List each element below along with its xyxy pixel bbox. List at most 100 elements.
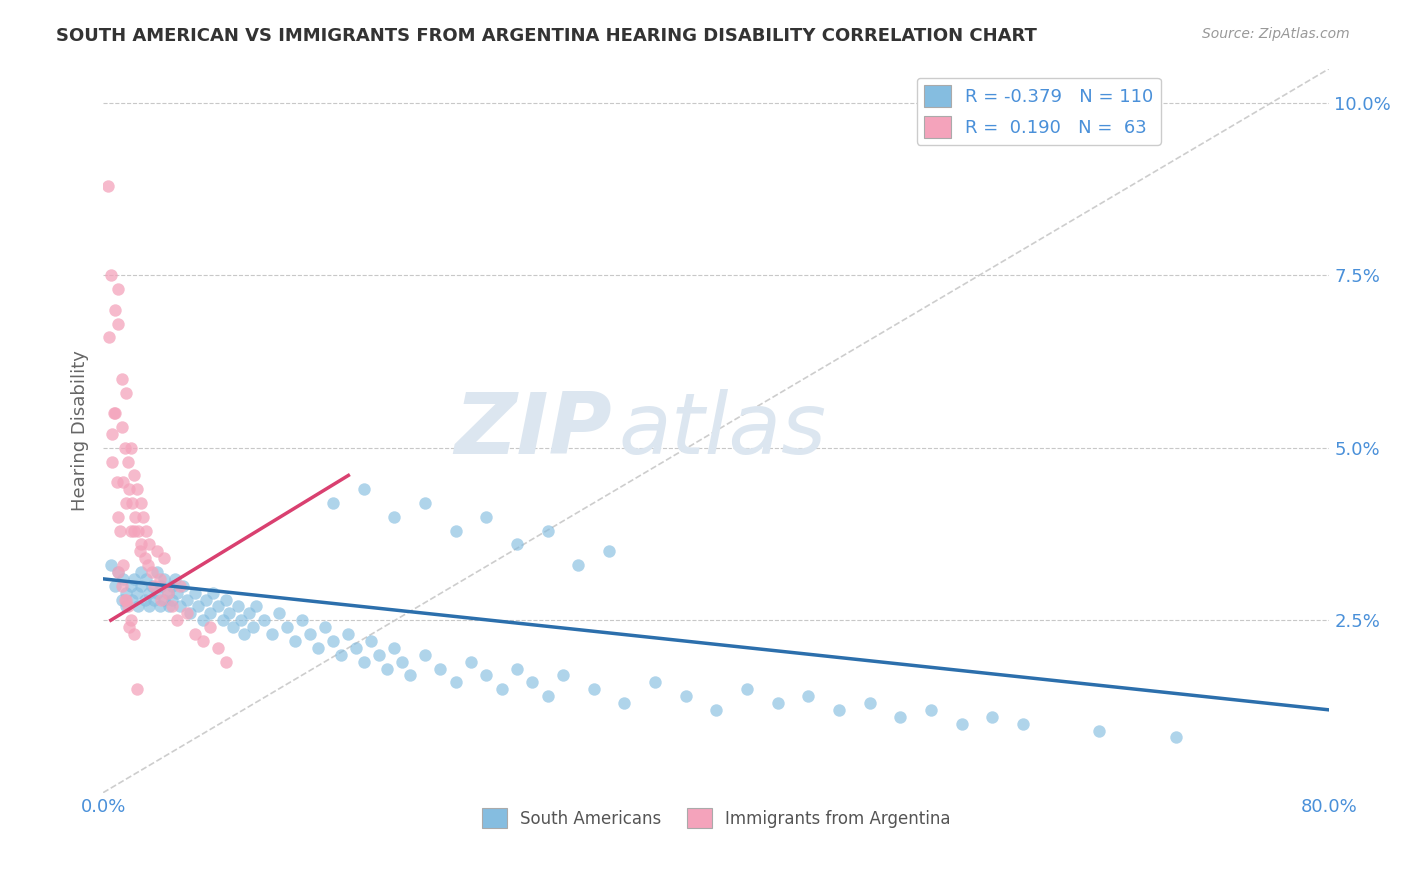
Point bbox=[97, 178, 120, 193]
Point bbox=[115, 496, 138, 510]
Point bbox=[98, 330, 121, 344]
Point bbox=[269, 607, 291, 621]
Point bbox=[537, 689, 560, 703]
Point bbox=[238, 607, 260, 621]
Point bbox=[138, 537, 160, 551]
Point bbox=[413, 648, 436, 662]
Point bbox=[375, 661, 398, 675]
Point bbox=[322, 496, 344, 510]
Point bbox=[153, 551, 176, 566]
Point bbox=[120, 524, 142, 538]
Point bbox=[506, 661, 529, 675]
Point bbox=[245, 599, 267, 614]
Point bbox=[121, 592, 143, 607]
Point bbox=[551, 668, 574, 682]
Point bbox=[114, 592, 136, 607]
Point bbox=[138, 599, 160, 614]
Point bbox=[981, 710, 1004, 724]
Point bbox=[1164, 731, 1187, 745]
Point bbox=[125, 585, 148, 599]
Point bbox=[172, 579, 194, 593]
Point bbox=[222, 620, 245, 634]
Point bbox=[134, 592, 156, 607]
Point bbox=[475, 509, 498, 524]
Point bbox=[156, 585, 179, 599]
Point bbox=[127, 524, 149, 538]
Point bbox=[165, 572, 187, 586]
Point bbox=[142, 592, 165, 607]
Point bbox=[207, 599, 229, 614]
Point bbox=[100, 268, 122, 283]
Point bbox=[121, 496, 143, 510]
Point bbox=[322, 634, 344, 648]
Text: ZIP: ZIP bbox=[454, 389, 612, 472]
Point bbox=[156, 585, 179, 599]
Point bbox=[284, 634, 307, 648]
Point bbox=[153, 592, 176, 607]
Point bbox=[110, 420, 132, 434]
Point bbox=[202, 585, 225, 599]
Point bbox=[537, 524, 560, 538]
Point bbox=[920, 703, 942, 717]
Point bbox=[368, 648, 391, 662]
Point bbox=[950, 716, 973, 731]
Point bbox=[160, 599, 183, 614]
Point bbox=[766, 696, 789, 710]
Point bbox=[112, 572, 135, 586]
Point bbox=[229, 613, 252, 627]
Point bbox=[226, 599, 249, 614]
Point bbox=[460, 655, 482, 669]
Point bbox=[146, 565, 169, 579]
Point bbox=[110, 579, 132, 593]
Text: atlas: atlas bbox=[619, 389, 827, 472]
Point bbox=[129, 544, 152, 558]
Text: SOUTH AMERICAN VS IMMIGRANTS FROM ARGENTINA HEARING DISABILITY CORRELATION CHART: SOUTH AMERICAN VS IMMIGRANTS FROM ARGENT… bbox=[56, 27, 1038, 45]
Point bbox=[582, 682, 605, 697]
Point bbox=[194, 592, 217, 607]
Point bbox=[136, 558, 159, 572]
Point bbox=[101, 455, 124, 469]
Point bbox=[100, 558, 122, 572]
Point bbox=[613, 696, 636, 710]
Point bbox=[176, 592, 198, 607]
Point bbox=[122, 627, 145, 641]
Point bbox=[169, 599, 191, 614]
Point bbox=[131, 565, 153, 579]
Point bbox=[160, 592, 183, 607]
Point bbox=[138, 585, 160, 599]
Point bbox=[314, 620, 336, 634]
Point bbox=[141, 579, 163, 593]
Point bbox=[353, 655, 375, 669]
Point bbox=[1088, 723, 1111, 738]
Point bbox=[110, 372, 132, 386]
Point bbox=[132, 509, 155, 524]
Point bbox=[153, 572, 176, 586]
Point bbox=[207, 640, 229, 655]
Point bbox=[103, 406, 125, 420]
Point bbox=[117, 455, 139, 469]
Point bbox=[506, 537, 529, 551]
Point bbox=[344, 640, 367, 655]
Point bbox=[166, 585, 188, 599]
Point bbox=[115, 599, 138, 614]
Point bbox=[146, 544, 169, 558]
Point bbox=[735, 682, 758, 697]
Point bbox=[157, 599, 180, 614]
Point bbox=[337, 627, 360, 641]
Point bbox=[122, 468, 145, 483]
Point bbox=[115, 585, 138, 599]
Point bbox=[253, 613, 276, 627]
Point bbox=[117, 599, 139, 614]
Point bbox=[391, 655, 413, 669]
Point bbox=[118, 482, 141, 496]
Point bbox=[120, 579, 142, 593]
Point bbox=[110, 592, 132, 607]
Point bbox=[242, 620, 264, 634]
Point bbox=[127, 599, 149, 614]
Point bbox=[107, 565, 129, 579]
Point bbox=[191, 613, 214, 627]
Point bbox=[150, 592, 173, 607]
Point bbox=[122, 524, 145, 538]
Point bbox=[218, 607, 240, 621]
Point bbox=[675, 689, 697, 703]
